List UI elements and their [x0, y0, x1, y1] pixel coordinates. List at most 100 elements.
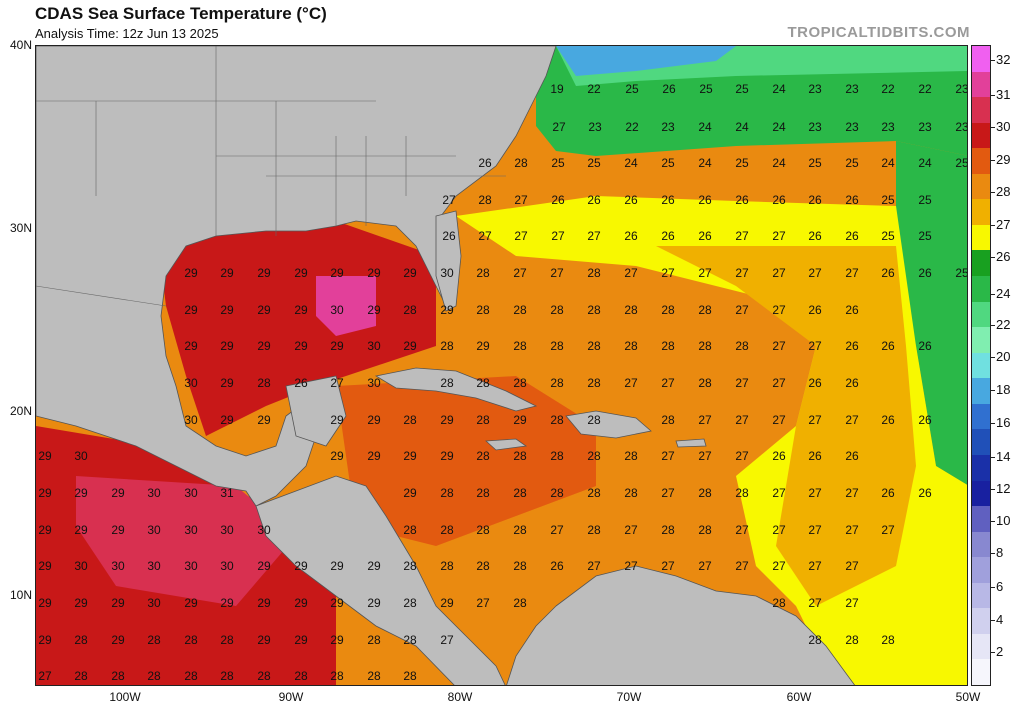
- lat-label-40n: 40N: [9, 38, 32, 52]
- sst-value-label: 26: [845, 449, 859, 463]
- sst-value-label: 31: [220, 486, 234, 500]
- sst-value-label: 30: [330, 303, 344, 317]
- gulf-warm: [156, 221, 436, 436]
- sst-value-label: 27: [624, 376, 638, 390]
- colorbar-tick: [991, 160, 995, 161]
- sst-value-label: 28: [476, 376, 490, 390]
- sst-value-label: 28: [403, 633, 417, 647]
- sst-value-label: 27: [735, 229, 749, 243]
- colorbar-segment: [972, 97, 990, 124]
- colorbar-segment: [972, 327, 990, 354]
- sst-value-label: 24: [624, 156, 638, 170]
- sst-value-label: 28: [587, 303, 601, 317]
- sst-value-label: 28: [514, 156, 528, 170]
- sst-value-label: 27: [772, 303, 786, 317]
- lat-label-30n: 30N: [9, 221, 32, 235]
- sst-value-label: 25: [661, 156, 675, 170]
- warm-orange-band: [656, 246, 916, 606]
- gulf-hotspot: [316, 276, 376, 336]
- colorbar-segment: [972, 429, 990, 456]
- sst-value-label: 26: [881, 339, 895, 353]
- colorbar-tick: [991, 325, 995, 326]
- sst-value-label: 28: [513, 449, 527, 463]
- sst-value-label: 29: [294, 303, 308, 317]
- sst-value-label: 29: [294, 633, 308, 647]
- sst-value-label: 29: [111, 596, 125, 610]
- sst-value-label: 26: [845, 376, 859, 390]
- sst-value-labels: 19 22 25 26 25 25 24 23 23 22 22 23 27 23 22 23 24 24 24 23…: [36, 46, 968, 685]
- sst-value-label: 29: [38, 523, 52, 537]
- chart-title: CDAS Sea Surface Temperature (°C): [35, 4, 327, 23]
- sst-value-label: 27: [698, 266, 712, 280]
- sst-value-label: 26: [624, 193, 638, 207]
- colorbar-tick: [991, 457, 995, 458]
- sst-value-label: 23: [845, 82, 859, 96]
- sst-value-label: 24: [772, 156, 786, 170]
- sst-value-label: 29: [440, 413, 454, 427]
- colorbar-label: 26: [996, 249, 1011, 264]
- sst-value-label: 23: [955, 82, 968, 96]
- cold-water-region: [556, 46, 736, 76]
- sst-value-label: 26: [881, 413, 895, 427]
- colorbar-label: 18: [996, 382, 1011, 397]
- colorbar-label: 16: [996, 415, 1011, 430]
- colorbar-segment: [972, 71, 990, 98]
- sst-value-label: 26: [661, 229, 675, 243]
- sst-value-label: 27: [514, 193, 528, 207]
- colorbar-segment: [972, 276, 990, 303]
- sst-value-label: 25: [587, 156, 601, 170]
- sst-value-label: 28: [147, 669, 161, 683]
- sst-value-label: 28: [403, 523, 417, 537]
- sst-value-label: 28: [587, 339, 601, 353]
- sst-value-label: 26: [624, 229, 638, 243]
- sst-value-label: 29: [220, 376, 234, 390]
- sst-value-label: 28: [367, 669, 381, 683]
- sst-value-label: 30: [184, 486, 198, 500]
- sst-value-label: 26: [845, 303, 859, 317]
- sst-value-label: 23: [661, 120, 675, 134]
- sst-value-label: 27: [808, 523, 822, 537]
- colorbar-segment: [972, 659, 990, 686]
- sst-value-label: 29: [220, 413, 234, 427]
- sst-value-label: 30: [147, 523, 161, 537]
- sst-value-label: 30: [74, 449, 88, 463]
- sst-value-label: 26: [918, 486, 932, 500]
- sst-value-label: 24: [881, 156, 895, 170]
- sst-value-label: 29: [184, 596, 198, 610]
- colorbar-label: 2: [996, 644, 1004, 659]
- sst-map[interactable]: 19 22 25 26 25 25 24 23 23 22 22 23 27 23 22 23 24 24 24 23…: [35, 45, 968, 686]
- colorbar-segment: [972, 46, 990, 73]
- sst-value-label: 28: [220, 669, 234, 683]
- colorbar-label: 31: [996, 87, 1011, 102]
- sst-value-label: 27: [624, 523, 638, 537]
- sst-value-label: 28: [476, 303, 490, 317]
- sst-value-label: 29: [513, 413, 527, 427]
- sst-value-label: 28: [74, 633, 88, 647]
- sst-value-label: 23: [808, 120, 822, 134]
- sst-value-label: 26: [662, 82, 676, 96]
- sst-value-label: 29: [220, 339, 234, 353]
- sst-value-label: 27: [772, 523, 786, 537]
- colorbar-tick: [991, 390, 995, 391]
- sst-value-label: 29: [38, 486, 52, 500]
- colorbar-tick: [991, 521, 995, 522]
- sst-value-label: 29: [220, 303, 234, 317]
- sst-value-label: 28: [698, 486, 712, 500]
- sst-value-label: 25: [625, 82, 639, 96]
- sst-value-label: 29: [330, 413, 344, 427]
- colorbar-label: 12: [996, 481, 1011, 496]
- sst-value-label: 29: [440, 596, 454, 610]
- sst-value-label: 26: [294, 376, 308, 390]
- sst-value-label: 28: [403, 303, 417, 317]
- sst-value-label: 28: [403, 596, 417, 610]
- sst-value-label: 27: [808, 339, 822, 353]
- sst-value-label: 29: [257, 339, 271, 353]
- colorbar-label: 24: [996, 286, 1011, 301]
- sst-value-label: 27: [881, 523, 895, 537]
- sst-value-label: 29: [257, 633, 271, 647]
- sst-value-label: 28: [513, 559, 527, 573]
- sst-value-label: 25: [735, 156, 749, 170]
- sst-value-label: 28: [476, 449, 490, 463]
- colorbar-tick: [991, 192, 995, 193]
- sst-value-label: 28: [294, 669, 308, 683]
